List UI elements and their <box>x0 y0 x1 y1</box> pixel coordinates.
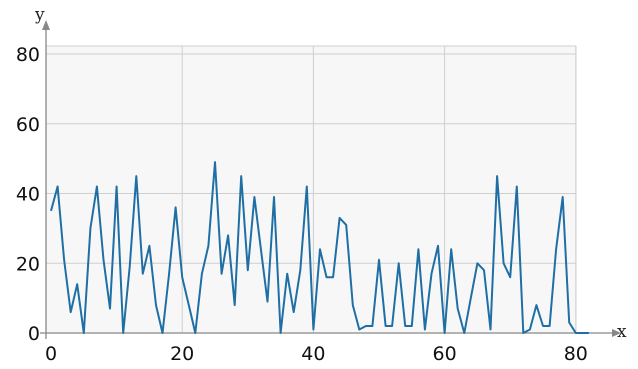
grid-lines <box>46 45 577 333</box>
x-tick-label-80: 80 <box>564 343 588 365</box>
axes <box>40 20 621 339</box>
y-tick-label-40: 40 <box>16 184 40 206</box>
tick-labels: 0 20 40 60 80 0 20 40 60 80 <box>16 44 588 365</box>
x-axis-arrow <box>612 329 621 337</box>
x-axis-label: x <box>617 322 627 342</box>
x-tick-label-20: 20 <box>170 343 194 365</box>
y-tick-label-0: 0 <box>28 323 40 345</box>
y-axis-label: y <box>34 5 45 25</box>
x-tick-label-60: 60 <box>433 343 457 365</box>
y-tick-label-80: 80 <box>16 44 40 66</box>
series-line-0 <box>50 161 589 334</box>
y-tick-label-60: 60 <box>16 114 40 136</box>
series-group <box>50 161 589 334</box>
x-tick-label-40: 40 <box>301 343 325 365</box>
x-tick-label-0: 0 <box>45 343 57 365</box>
y-tick-label-20: 20 <box>16 253 40 275</box>
y-axis-arrow <box>42 20 50 30</box>
